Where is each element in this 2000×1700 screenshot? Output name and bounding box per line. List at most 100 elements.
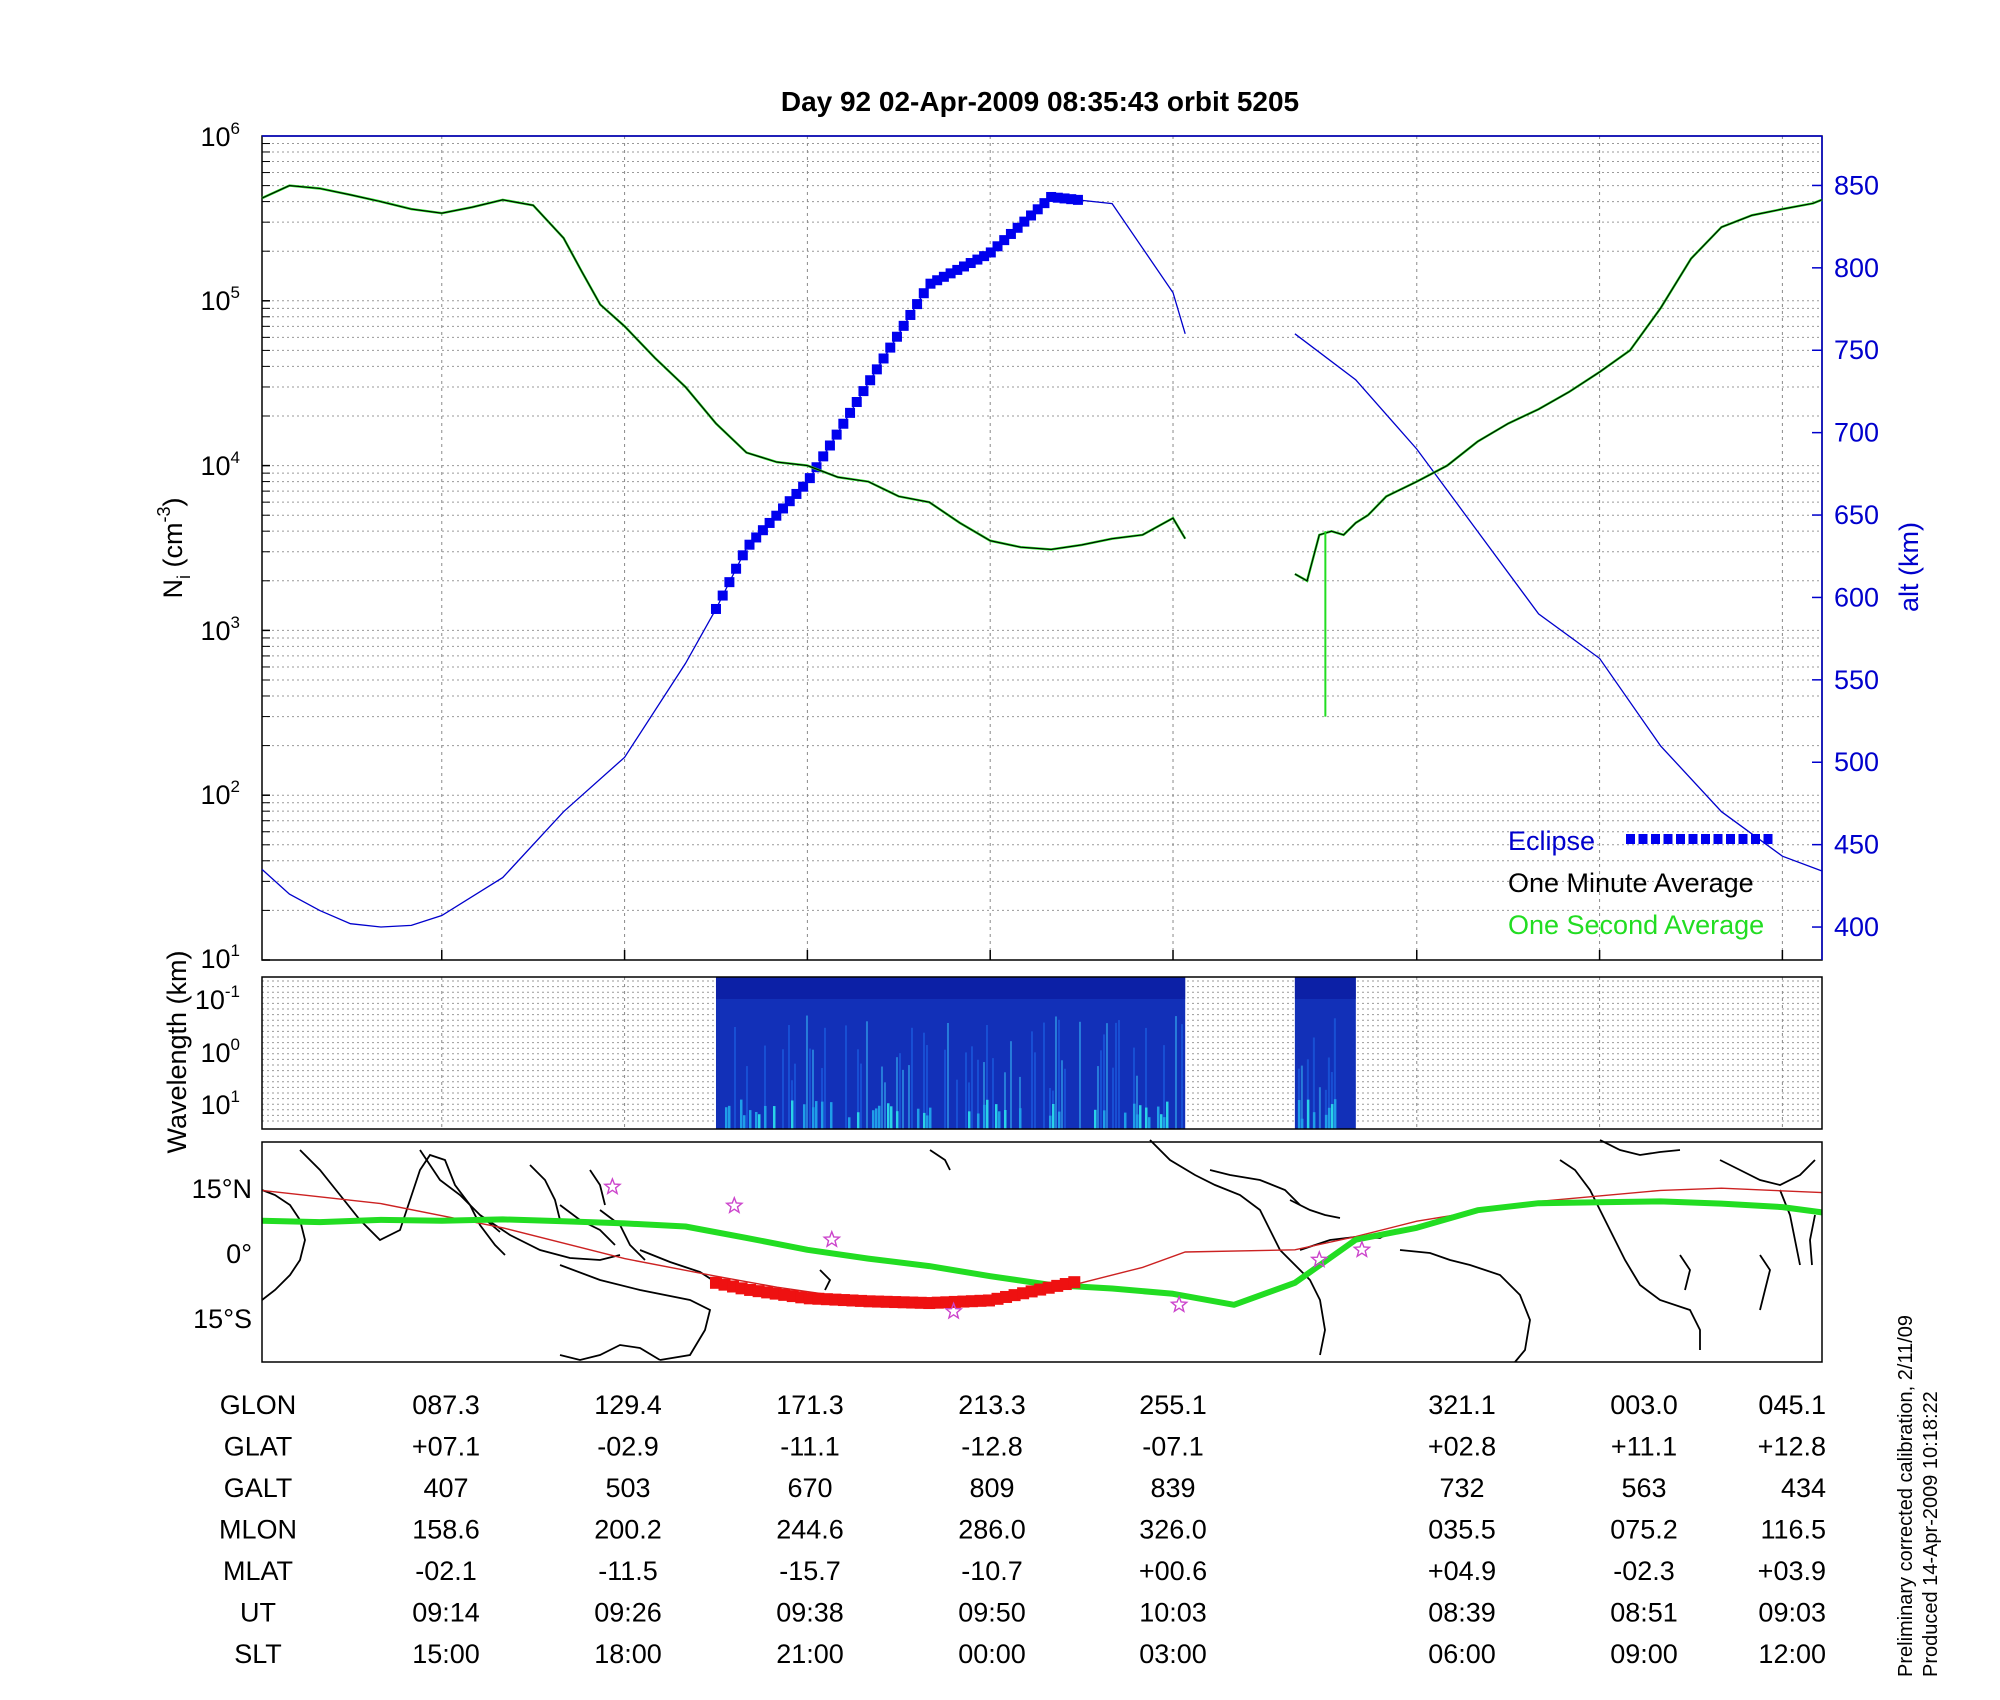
spectrogram-streak [1105, 1023, 1108, 1129]
table-cell: 09:38 [776, 1598, 844, 1628]
map-lat-tick-15n: 15°N [192, 1174, 252, 1204]
eclipse-marker [771, 510, 782, 521]
spectrogram-streak [1312, 1037, 1315, 1129]
table-cell: 407 [423, 1473, 468, 1503]
map-panel: 15°N 0° 15°S [192, 1139, 1823, 1363]
eclipse-marker [1032, 204, 1043, 215]
spectrogram-cyan [1330, 1104, 1334, 1129]
spectrogram-cyan [1333, 1099, 1337, 1129]
spectrogram-cyan [1162, 1117, 1166, 1129]
alt-tick-label: 450 [1834, 830, 1879, 860]
spectrogram-streak [1114, 1022, 1117, 1129]
table-cell: -10.7 [961, 1556, 1023, 1586]
spectrogram-cyan [814, 1101, 818, 1129]
spectrogram-cyan [997, 1111, 1001, 1129]
spectrogram-cyan [1312, 1112, 1316, 1129]
star-marker [1352, 1239, 1372, 1258]
star-marker [602, 1176, 622, 1196]
spectrogram-cyan [847, 1117, 851, 1129]
spectrogram-streak [1300, 1065, 1303, 1129]
spectrogram-streak [1057, 1019, 1060, 1129]
eclipse-marker [898, 320, 909, 331]
table-cell: 213.3 [958, 1390, 1026, 1420]
spectrogram-streak [895, 1057, 898, 1129]
spectrogram-streak [910, 1027, 913, 1129]
eclipse-marker [845, 407, 856, 418]
spectrogram-cyan [754, 1111, 758, 1129]
table-cell: 087.3 [412, 1390, 480, 1420]
table-cell: 503 [605, 1473, 650, 1503]
legend-eclipse-square [1676, 834, 1685, 844]
spectrogram-streak [793, 1063, 796, 1129]
eclipse-marker [999, 235, 1010, 246]
legend-eclipse-square [1638, 834, 1648, 844]
eclipse-marker [1052, 192, 1063, 203]
eclipse-marker [824, 440, 835, 451]
spectrogram-streak [811, 1049, 814, 1129]
table-cell: +07.1 [412, 1432, 480, 1462]
spectrogram-cyan [763, 1105, 767, 1129]
spectrogram-streak [1327, 1057, 1330, 1129]
spectrogram-cyan [928, 1107, 932, 1129]
table-cell: 09:14 [412, 1598, 480, 1628]
table-cell: +03.9 [1758, 1556, 1826, 1586]
eclipse-marker [1039, 198, 1050, 209]
one-minute-average-line [261, 185, 1186, 550]
spectrogram-top-band [1294, 977, 1356, 999]
spectrogram-streak [1099, 1050, 1102, 1129]
legend-eclipse-square [1713, 834, 1723, 844]
spectrogram-streak [985, 1025, 988, 1129]
eclipse-marker [791, 488, 802, 499]
table-cell: 129.4 [594, 1390, 662, 1420]
spectrogram-frame [261, 976, 1823, 1130]
spectrogram-streak [856, 1049, 859, 1129]
eclipse-marker [851, 396, 862, 407]
spectrogram-y-label: Wavelength (km) [162, 950, 192, 1153]
spec-y-tick-1: 100 [200, 1035, 240, 1068]
spectrogram-cyan [1048, 1115, 1052, 1129]
map-lat-tick-0: 0° [226, 1239, 252, 1269]
table-cell: 244.6 [776, 1515, 844, 1545]
table-cell: 12:00 [1758, 1639, 1826, 1669]
legend-eclipse-square [1688, 834, 1698, 844]
spectrogram-cyan [742, 1115, 746, 1129]
spectrogram-streak [1297, 1068, 1300, 1129]
eclipse-marker [717, 590, 728, 601]
eclipse-marker [798, 481, 809, 492]
table-cell: 045.1 [1758, 1390, 1826, 1420]
table-cell: 809 [969, 1473, 1014, 1503]
table-row-label: GALT [224, 1473, 293, 1503]
spectrogram-streak [1144, 1027, 1147, 1129]
spectrogram-streak [787, 1025, 790, 1129]
table-cell: -11.1 [780, 1432, 840, 1462]
table-cell: 158.6 [412, 1515, 480, 1545]
orbit-parameter-table: GLON 087.3 129.4 171.3 213.3 255.1 321.1 003.0 0… [219, 1390, 1826, 1669]
spectrogram-streak [1054, 1016, 1057, 1129]
legend-one-minute-label: One Minute Average [1508, 868, 1754, 898]
table-cell: +11.1 [1611, 1432, 1677, 1462]
spectrogram-streak [1048, 1088, 1051, 1129]
spectrogram-cyan [724, 1107, 728, 1129]
alt-tick-label: 400 [1834, 912, 1879, 942]
footnote-produced: Produced 14-Apr-2009 10:18:22 [1920, 1391, 1942, 1677]
spectrogram-cyan [1018, 1108, 1022, 1129]
top-panel-x-grid [441, 136, 1784, 960]
spectrogram-cyan [967, 1111, 971, 1129]
legend-eclipse-square [1626, 834, 1635, 844]
table-row-label: GLON [220, 1390, 297, 1420]
spectrogram-streak [1030, 1031, 1033, 1129]
table-cell: +00.6 [1139, 1556, 1207, 1586]
y-tick-1e1: 101 [200, 941, 240, 974]
eclipse-marker [1005, 228, 1016, 239]
table-cell: 732 [1439, 1473, 1484, 1503]
y-tick-1e2: 102 [200, 777, 240, 810]
spectrogram-streak [820, 1068, 823, 1129]
table-cell: 09:00 [1610, 1639, 1678, 1669]
right-axis-label: alt (km) [1894, 522, 1924, 612]
spectrogram-streak [982, 1062, 985, 1129]
map-series [261, 1176, 1823, 1320]
star-marker [822, 1229, 842, 1248]
magnetic-equator-line [261, 1187, 1823, 1304]
spectrogram-streak [1042, 1022, 1045, 1129]
spectrogram-cyan [1327, 1107, 1331, 1129]
